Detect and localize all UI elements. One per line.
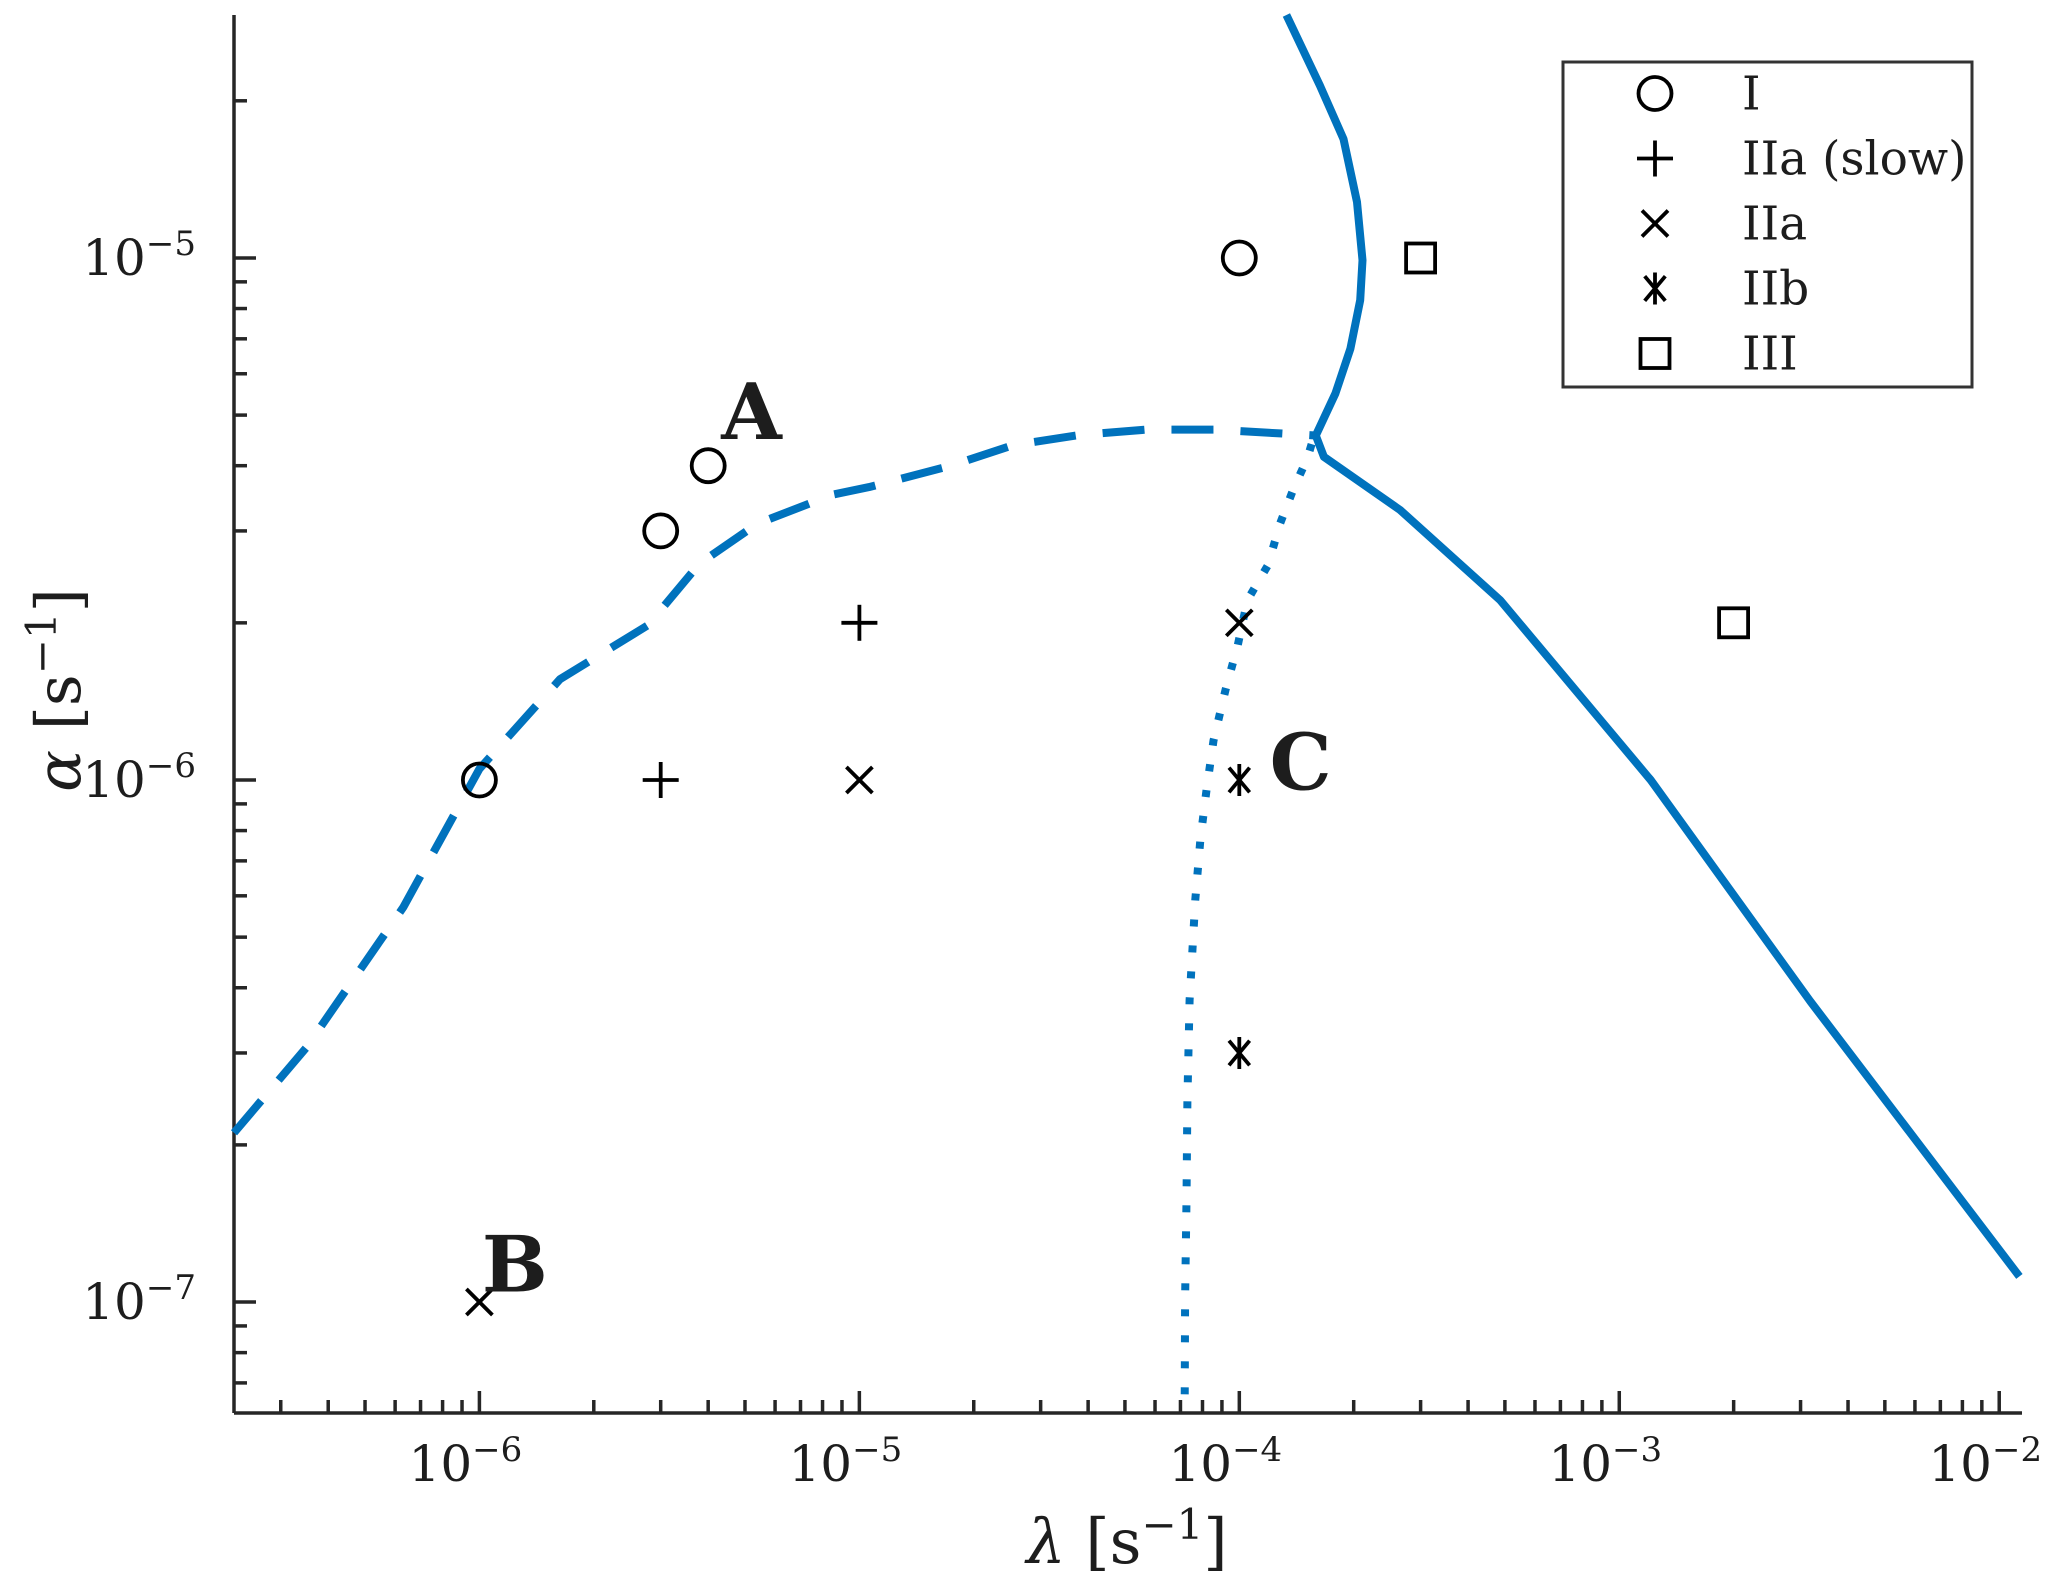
legend-item-IIa-slow-: IIa (slow)	[1637, 132, 1966, 187]
tick-label: 10−3	[1548, 1430, 1662, 1493]
legend-item-III: III	[1638, 327, 1798, 382]
annotation-A: A	[720, 367, 783, 458]
curve-boundary-dotted	[1180, 442, 1316, 1404]
x-axis-label: λ [s−1]	[1023, 1500, 1227, 1578]
data-point-I-1	[642, 512, 680, 550]
axes	[232, 15, 2022, 1415]
data-point-I-0	[460, 761, 498, 799]
data-point-III-0	[1404, 241, 1437, 275]
data-point-I-2	[689, 447, 727, 485]
data-point-IIb-0	[1227, 764, 1252, 796]
data-point-IIa-slow--1	[841, 604, 878, 641]
annotation-C: C	[1270, 718, 1332, 809]
tick-label: 10−2	[1928, 1430, 2042, 1493]
series-I	[460, 239, 1258, 799]
legend: I IIa (slow) IIa IIb III	[1561, 60, 1974, 389]
y-axis-label: α [s−1]	[17, 588, 95, 792]
square-marker-icon	[1638, 337, 1672, 370]
legend-label: I	[1742, 67, 1761, 122]
series-III	[1404, 241, 1750, 640]
tick-label: 10−5	[788, 1430, 902, 1493]
annotation-B: B	[482, 1220, 548, 1311]
data-point-IIb-1	[1227, 1037, 1252, 1069]
tick-label: 10−5	[82, 224, 196, 287]
legend-label: IIa (slow)	[1742, 132, 1966, 187]
data-point-IIa-0	[465, 1287, 494, 1317]
tick-labels: 10−6 10−5 10−4 10−3 10−2 10−5 10−6 10−7	[82, 224, 2042, 1493]
cross-marker-icon	[1640, 209, 1670, 238]
data-point-III-1	[1717, 606, 1750, 640]
data-point-IIa-slow--0	[642, 762, 679, 798]
series-IIa-slow-	[642, 604, 878, 798]
data-point-IIa-1	[845, 765, 874, 795]
series-IIb	[1227, 764, 1252, 1069]
legend-box	[1561, 60, 1974, 389]
y-axis-label-group: α [s−1]	[17, 588, 95, 792]
legend-item-IIa: IIa	[1640, 197, 1807, 252]
legend-item-IIb: IIb	[1643, 262, 1809, 317]
curve-boundary-solid	[1282, 13, 2023, 1279]
tick-label: 10−7	[82, 1268, 196, 1331]
tick-marks	[234, 99, 2001, 1413]
data-point-I-3	[1220, 239, 1258, 277]
tick-label: 10−6	[82, 746, 196, 809]
series-IIa	[465, 608, 1254, 1317]
legend-label: IIb	[1742, 262, 1809, 317]
curve-boundary-dashed	[230, 425, 1317, 1136]
tick-label: 10−4	[1168, 1430, 1282, 1493]
legend-label: IIa	[1742, 197, 1807, 252]
asterisk-marker-icon	[1643, 272, 1667, 305]
circle-marker-icon	[1636, 75, 1674, 112]
legend-item-I: I	[1636, 67, 1761, 122]
data-point-IIa-2	[1224, 608, 1254, 638]
plus-marker-icon	[1637, 140, 1673, 177]
tick-label: 10−6	[409, 1430, 523, 1493]
legend-label: III	[1742, 327, 1798, 382]
